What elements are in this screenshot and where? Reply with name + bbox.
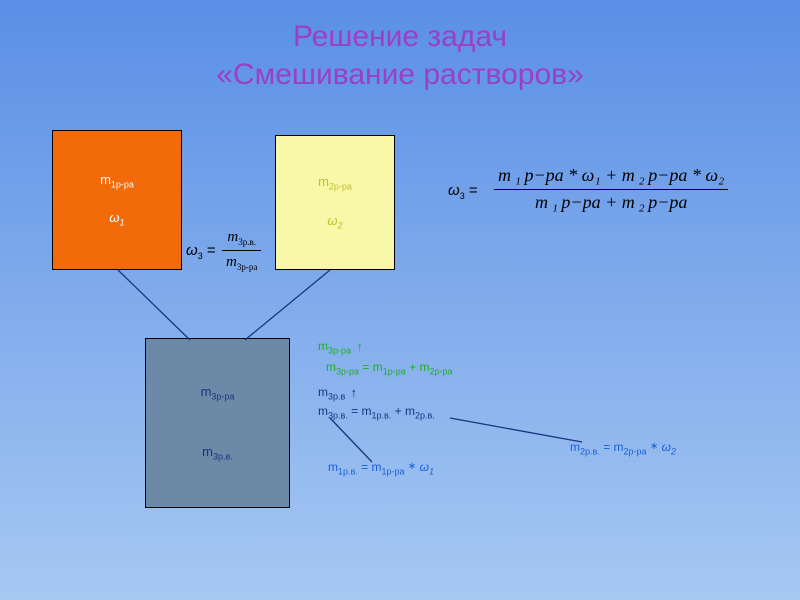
box3-mass-solution-label: m3р-ра	[201, 383, 235, 403]
eq-m2-substance: m2р.в. = m2р-ра ∗ ω2	[570, 440, 676, 456]
box1-mass-label: m1р-ра	[100, 171, 134, 191]
page-title: Решение задач «Смешивание растворов»	[0, 18, 800, 93]
omega3-small-fraction: m3р.в. m3р-ра	[222, 228, 261, 273]
eq-m3-solution-sum: m3р-ра = m1р-ра + m2р-ра	[326, 360, 452, 376]
solution-box-3: m3р-ра m3р.в.	[145, 338, 290, 508]
solution-box-2: m2р-ра ω2	[275, 135, 395, 270]
omega3-small-denominator: m3р-ра	[222, 253, 261, 273]
box2-mass-label: m2р-ра	[318, 173, 352, 193]
eq-m3-substance-sum: m3р.в. = m1р.в. + m2р.в.	[318, 404, 435, 420]
title-line1: Решение задач	[0, 18, 800, 56]
fraction-bar	[222, 250, 261, 251]
title-line2: «Смешивание растворов»	[0, 56, 800, 94]
omega3-big-numerator: m ₁ p−pa * ω₁ + m ₂ p−pa * ω₂	[494, 165, 728, 187]
omega3-small-numerator: m3р.в.	[223, 228, 260, 248]
omega3-small-label: ω3 =	[186, 242, 216, 261]
omega3-big-label: ω3 =	[448, 182, 478, 201]
arrow-up-icon: ↑	[356, 339, 363, 354]
fraction-bar	[494, 189, 728, 190]
omega3-big-fraction: m ₁ p−pa * ω₁ + m ₂ p−pa * ω₂ m ₁ p−pa +…	[494, 165, 728, 213]
omega3-big-denominator: m ₁ p−pa + m ₂ p−pa	[531, 192, 691, 214]
eq-m1-substance: m1р.в. = m1р-ра ∗ ω1	[328, 460, 434, 476]
box3-mass-substance-label: m3р.в.	[202, 443, 233, 463]
arrow-up-icon: ↑	[351, 385, 358, 400]
box1-omega-label: ω1	[109, 209, 124, 229]
eq-m3-solution-arrow: m3р-ра ↑	[318, 338, 363, 355]
solution-box-1: m1р-ра ω1	[52, 130, 182, 270]
box2-omega-label: ω2	[327, 212, 342, 232]
eq-m3-substance-arrow: m3р.в ↑	[318, 384, 357, 401]
